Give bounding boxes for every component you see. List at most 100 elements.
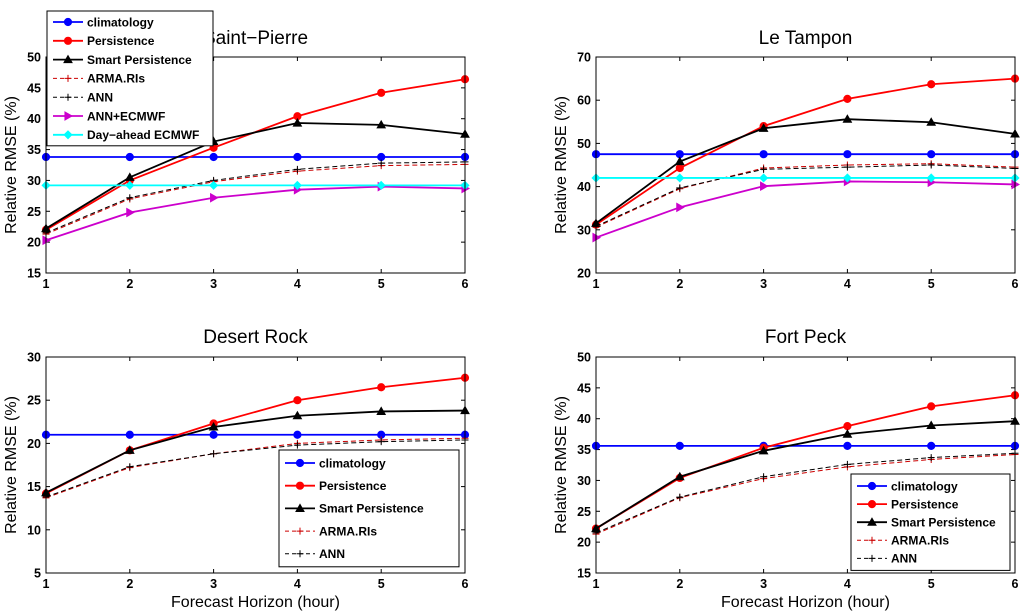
legend-label: Smart Persistence bbox=[87, 53, 192, 67]
data-point bbox=[843, 150, 852, 159]
data-point bbox=[210, 192, 219, 203]
x-tick-label: 5 bbox=[378, 577, 385, 591]
y-tick-label: 35 bbox=[577, 443, 591, 457]
data-point bbox=[377, 152, 386, 162]
legend-marker bbox=[296, 550, 304, 558]
x-tick-label: 3 bbox=[760, 577, 767, 591]
series-ann-ecmwf bbox=[592, 176, 1021, 243]
plot-frame bbox=[45, 356, 466, 574]
legend-marker bbox=[63, 130, 73, 140]
x-tick-label: 3 bbox=[760, 277, 767, 291]
legend-marker bbox=[296, 527, 304, 535]
x-tick-label: 3 bbox=[210, 577, 217, 591]
series-line bbox=[45, 185, 466, 242]
x-tick-label: 4 bbox=[844, 577, 851, 591]
data-point bbox=[209, 180, 219, 190]
x-tick-label: 2 bbox=[676, 277, 683, 291]
x-axis-label: Forecast Horizon (hour) bbox=[171, 594, 340, 611]
data-point bbox=[377, 159, 385, 167]
data-point bbox=[927, 454, 935, 462]
data-point bbox=[843, 94, 852, 104]
series-day-ahead-ecmwf bbox=[41, 180, 470, 190]
legend-label: ANN bbox=[891, 552, 917, 566]
x-tick-label: 5 bbox=[928, 577, 935, 591]
data-point bbox=[926, 420, 937, 430]
data-point bbox=[376, 119, 387, 129]
plot-frame bbox=[595, 356, 1016, 574]
data-point bbox=[674, 471, 685, 481]
data-point bbox=[675, 163, 684, 173]
data-point bbox=[208, 421, 219, 431]
series-line bbox=[45, 163, 466, 235]
chart-title: Le Tampon bbox=[759, 28, 853, 49]
chart-panel-2: Le Tampon Relative RMSE (%) 20 30 40 50 60 70 1 2… bbox=[553, 28, 1021, 291]
data-point bbox=[125, 152, 134, 162]
series-line bbox=[595, 420, 1016, 530]
data-point bbox=[1011, 179, 1021, 190]
data-point bbox=[377, 88, 386, 97]
data-point bbox=[927, 161, 935, 169]
plot-frame bbox=[595, 56, 1016, 274]
legend-marker bbox=[868, 536, 876, 544]
series-ann bbox=[592, 161, 1019, 230]
series-smart-persistence bbox=[591, 416, 1020, 533]
chart-title: Fort Peck bbox=[765, 327, 847, 348]
data-point bbox=[210, 450, 218, 458]
chart-title: Desert Rock bbox=[203, 327, 308, 348]
chart-panel-3: Desert Rock Relative RMSE (%) Forecast Hor… bbox=[3, 327, 470, 611]
legend-marker bbox=[867, 500, 877, 509]
series-line bbox=[45, 439, 466, 498]
data-point bbox=[927, 441, 936, 450]
legend-marker bbox=[64, 111, 74, 121]
legend-marker bbox=[867, 517, 877, 526]
data-point bbox=[843, 441, 852, 450]
series-line bbox=[595, 163, 1016, 228]
x-tick-label: 2 bbox=[126, 577, 133, 591]
data-point bbox=[676, 493, 684, 501]
series-line bbox=[595, 454, 1016, 535]
data-point bbox=[758, 123, 769, 132]
x-axis-label: Forecast Horizon (hour) bbox=[721, 594, 890, 611]
data-point bbox=[759, 150, 768, 159]
data-point bbox=[758, 445, 769, 455]
data-point bbox=[842, 173, 852, 183]
y-tick-label: 15 bbox=[27, 267, 41, 281]
legend-marker bbox=[63, 17, 73, 27]
series-climatology bbox=[591, 150, 1020, 159]
y-axis-label: Relative RMSE (%) bbox=[553, 96, 570, 234]
y-tick-label: 20 bbox=[577, 267, 591, 281]
data-point bbox=[759, 173, 769, 183]
y-tick-label: 20 bbox=[27, 437, 41, 451]
legend: climatology Persistence Smart Persistence A… bbox=[850, 473, 1011, 571]
data-point bbox=[293, 441, 301, 449]
legend-marker bbox=[868, 554, 876, 562]
data-point bbox=[675, 441, 684, 450]
data-point bbox=[292, 118, 303, 127]
legend-marker bbox=[64, 74, 72, 82]
data-point bbox=[126, 194, 134, 202]
data-point bbox=[209, 430, 218, 439]
data-point bbox=[674, 156, 685, 166]
x-tick-label: 2 bbox=[126, 277, 133, 291]
legend-label: ARMA.RIs bbox=[891, 534, 949, 548]
y-axis-label: Relative RMSE (%) bbox=[553, 396, 570, 534]
x-tick-label: 5 bbox=[378, 277, 385, 291]
series-line bbox=[45, 161, 466, 234]
legend-marker bbox=[295, 458, 305, 468]
series-ann bbox=[42, 158, 469, 237]
data-point bbox=[927, 150, 936, 159]
legend-label: Persistence bbox=[319, 479, 387, 493]
x-tick-label: 3 bbox=[210, 277, 217, 291]
series-line bbox=[595, 118, 1016, 225]
series-arma-ris bbox=[592, 160, 1019, 231]
series-line bbox=[595, 164, 1016, 227]
series-arma-ris bbox=[42, 160, 469, 238]
y-tick-label: 50 bbox=[27, 51, 41, 65]
y-tick-label: 40 bbox=[577, 412, 591, 426]
legend-label: Day−ahead ECMWF bbox=[87, 128, 199, 142]
legend-label: Smart Persistence bbox=[891, 516, 996, 530]
legend-label: ARMA.RIs bbox=[319, 524, 377, 538]
chart-title: Saint−Pierre bbox=[203, 28, 308, 49]
legend-marker bbox=[63, 54, 73, 64]
series-persistence bbox=[591, 74, 1020, 229]
